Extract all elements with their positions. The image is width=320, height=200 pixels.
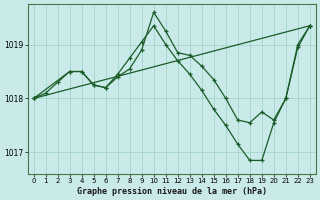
X-axis label: Graphe pression niveau de la mer (hPa): Graphe pression niveau de la mer (hPa) [77,187,267,196]
